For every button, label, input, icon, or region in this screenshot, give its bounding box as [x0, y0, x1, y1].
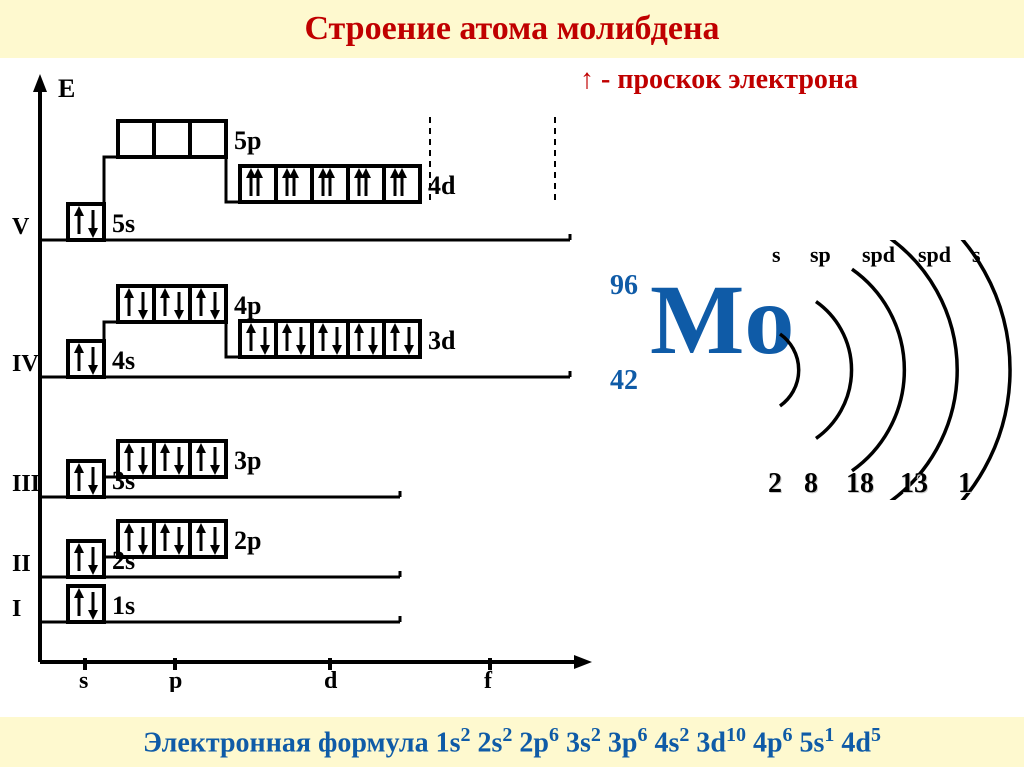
note-text: - проскок электрона	[594, 64, 858, 95]
svg-text:3p: 3p	[234, 446, 261, 475]
svg-text:I: I	[12, 596, 21, 622]
atomic-number: 42	[610, 365, 638, 397]
svg-text:1s: 1s	[112, 591, 135, 620]
svg-text:IV: IV	[12, 351, 39, 377]
svg-text:2p: 2p	[234, 526, 261, 555]
page-title: Строение атома молибдена	[304, 10, 719, 48]
electron-jump-note: ↑ - проскок электрона	[580, 64, 858, 96]
page-container: Строение атома молибдена ↑ - проскок эле…	[0, 0, 1024, 767]
shell-diagram: sspspdspds 2818131	[740, 240, 1020, 500]
svg-text:d: d	[324, 668, 338, 692]
formula-band: Электронная формула 1s2 2s2 2p6 3s2 3p6 …	[0, 717, 1024, 767]
energy-diagram: Es p d f I 1s 2p II 2s 3p III 3s 3d 4p IV 4s 4d 5p V 5s	[0, 62, 600, 692]
diagram-svg: Es p d f I 1s 2p II 2s 3p III 3s 3d 4p IV 4s 4d 5p V 5s	[0, 62, 600, 692]
svg-text:E: E	[58, 74, 75, 103]
svg-text:V: V	[12, 214, 30, 240]
shell-svg	[740, 240, 1020, 500]
svg-text:4p: 4p	[234, 291, 261, 320]
title-band: Строение атома молибдена	[0, 0, 1024, 58]
electron-formula: Электронная формула 1s2 2s2 2p6 3s2 3p6 …	[143, 724, 881, 759]
svg-text:f: f	[484, 668, 493, 692]
svg-text:III: III	[12, 471, 40, 497]
svg-text:II: II	[12, 551, 31, 577]
svg-text:3s: 3s	[112, 466, 135, 495]
svg-text:4d: 4d	[428, 171, 456, 200]
svg-text:3d: 3d	[428, 326, 456, 355]
svg-text:4s: 4s	[112, 346, 135, 375]
svg-text:2s: 2s	[112, 546, 135, 575]
svg-text:p: p	[169, 668, 182, 692]
svg-text:5s: 5s	[112, 209, 135, 238]
mass-number: 96	[610, 270, 638, 302]
svg-text:5p: 5p	[234, 126, 261, 155]
svg-text:s: s	[79, 668, 88, 692]
